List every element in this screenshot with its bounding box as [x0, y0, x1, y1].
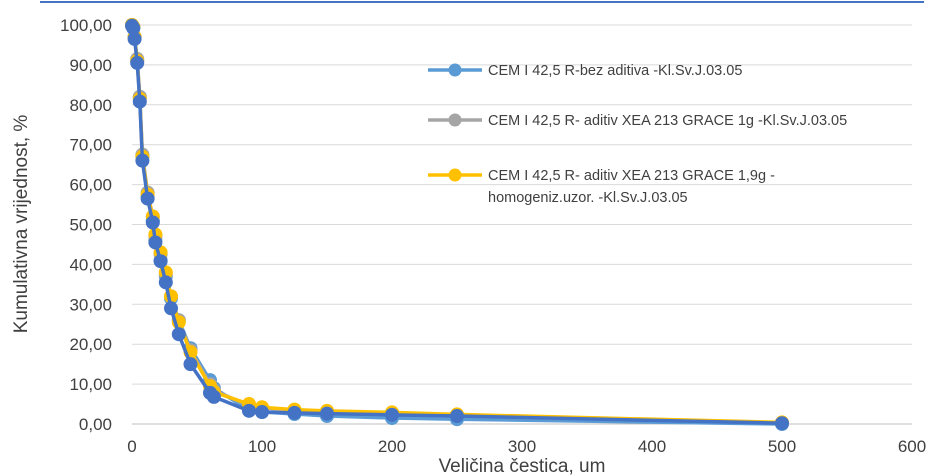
data-point — [148, 235, 163, 250]
x-tick-label: 300 — [508, 437, 536, 456]
legend-entry: CEM I 42,5 R- aditiv XEA 213 GRACE 1g -K… — [428, 113, 847, 129]
x-tick-label: 200 — [378, 437, 406, 456]
x-tick-label: 100 — [248, 437, 276, 456]
data-point — [242, 403, 256, 418]
data-point — [287, 405, 302, 420]
x-tick-labels: 0 100 200 300 400 500 600 — [127, 437, 926, 456]
legend-swatch-marker — [448, 113, 462, 127]
data-point — [135, 153, 150, 168]
data-point — [127, 31, 142, 46]
y-tick-labels: 0,00 10,00 20,00 30,00 40,00 50,00 60,00 70,00 8… — [60, 16, 112, 434]
data-point — [385, 407, 399, 422]
x-tick-label: 500 — [768, 437, 796, 456]
legend-label: CEM I 42,5 R- aditiv XEA 213 GRACE 1,9g … — [488, 168, 775, 206]
legend-label: CEM I 42,5 R- aditiv XEA 213 GRACE 1g -K… — [488, 113, 847, 129]
data-point — [158, 275, 173, 290]
legend-swatch-marker — [448, 168, 462, 182]
y-tick-label: 70,00 — [69, 136, 112, 155]
y-tick-label: 0,00 — [79, 415, 112, 434]
data-point — [140, 191, 155, 206]
data-point — [164, 301, 178, 316]
data-point — [145, 215, 160, 230]
y-tick-label: 50,00 — [69, 216, 112, 235]
data-point — [130, 55, 145, 70]
data-point — [255, 405, 269, 420]
x-tick-label: 400 — [638, 437, 666, 456]
y-axis-title: Kumulativna vrijednost, % — [11, 115, 32, 334]
series-line — [130, 24, 783, 425]
legend-label: CEM I 42,5 R-bez aditiva -Kl.Sv.J.03.05 — [488, 63, 742, 79]
data-point — [126, 21, 141, 36]
y-tick-label: 90,00 — [69, 56, 112, 75]
legend-entry: CEM I 42,5 R-bez aditiva -Kl.Sv.J.03.05 — [428, 63, 742, 79]
y-tick-label: 30,00 — [69, 295, 112, 314]
legend: CEM I 42,5 R-bez aditiva -Kl.Sv.J.03.05 C… — [428, 63, 847, 206]
legend-entry: CEM I 42,5 R- aditiv XEA 213 GRACE 1,9g … — [428, 168, 775, 206]
y-tick-label: 60,00 — [69, 176, 112, 195]
series-4 — [125, 18, 789, 431]
data-point — [775, 416, 789, 431]
y-tick-label: 100,00 — [60, 16, 112, 35]
x-tick-label: 0 — [127, 437, 136, 456]
series-line — [130, 24, 783, 425]
y-tick-label: 40,00 — [69, 255, 112, 274]
series-lines — [125, 18, 789, 431]
data-point — [450, 409, 464, 424]
y-tick-label: 20,00 — [69, 335, 112, 354]
series-3 — [125, 18, 789, 430]
x-tick-label: 600 — [898, 437, 926, 456]
legend-swatch-marker — [448, 63, 462, 77]
data-point — [183, 357, 198, 372]
series-2 — [125, 18, 789, 430]
gridlines — [132, 24, 912, 425]
y-tick-label: 10,00 — [69, 375, 112, 394]
data-point — [171, 327, 186, 342]
data-point — [320, 406, 334, 421]
y-tick-label: 80,00 — [69, 96, 112, 115]
data-point — [153, 254, 168, 269]
x-axis-title: Veličina čestica, um — [439, 456, 606, 476]
data-point — [132, 94, 147, 109]
data-point — [206, 389, 221, 404]
